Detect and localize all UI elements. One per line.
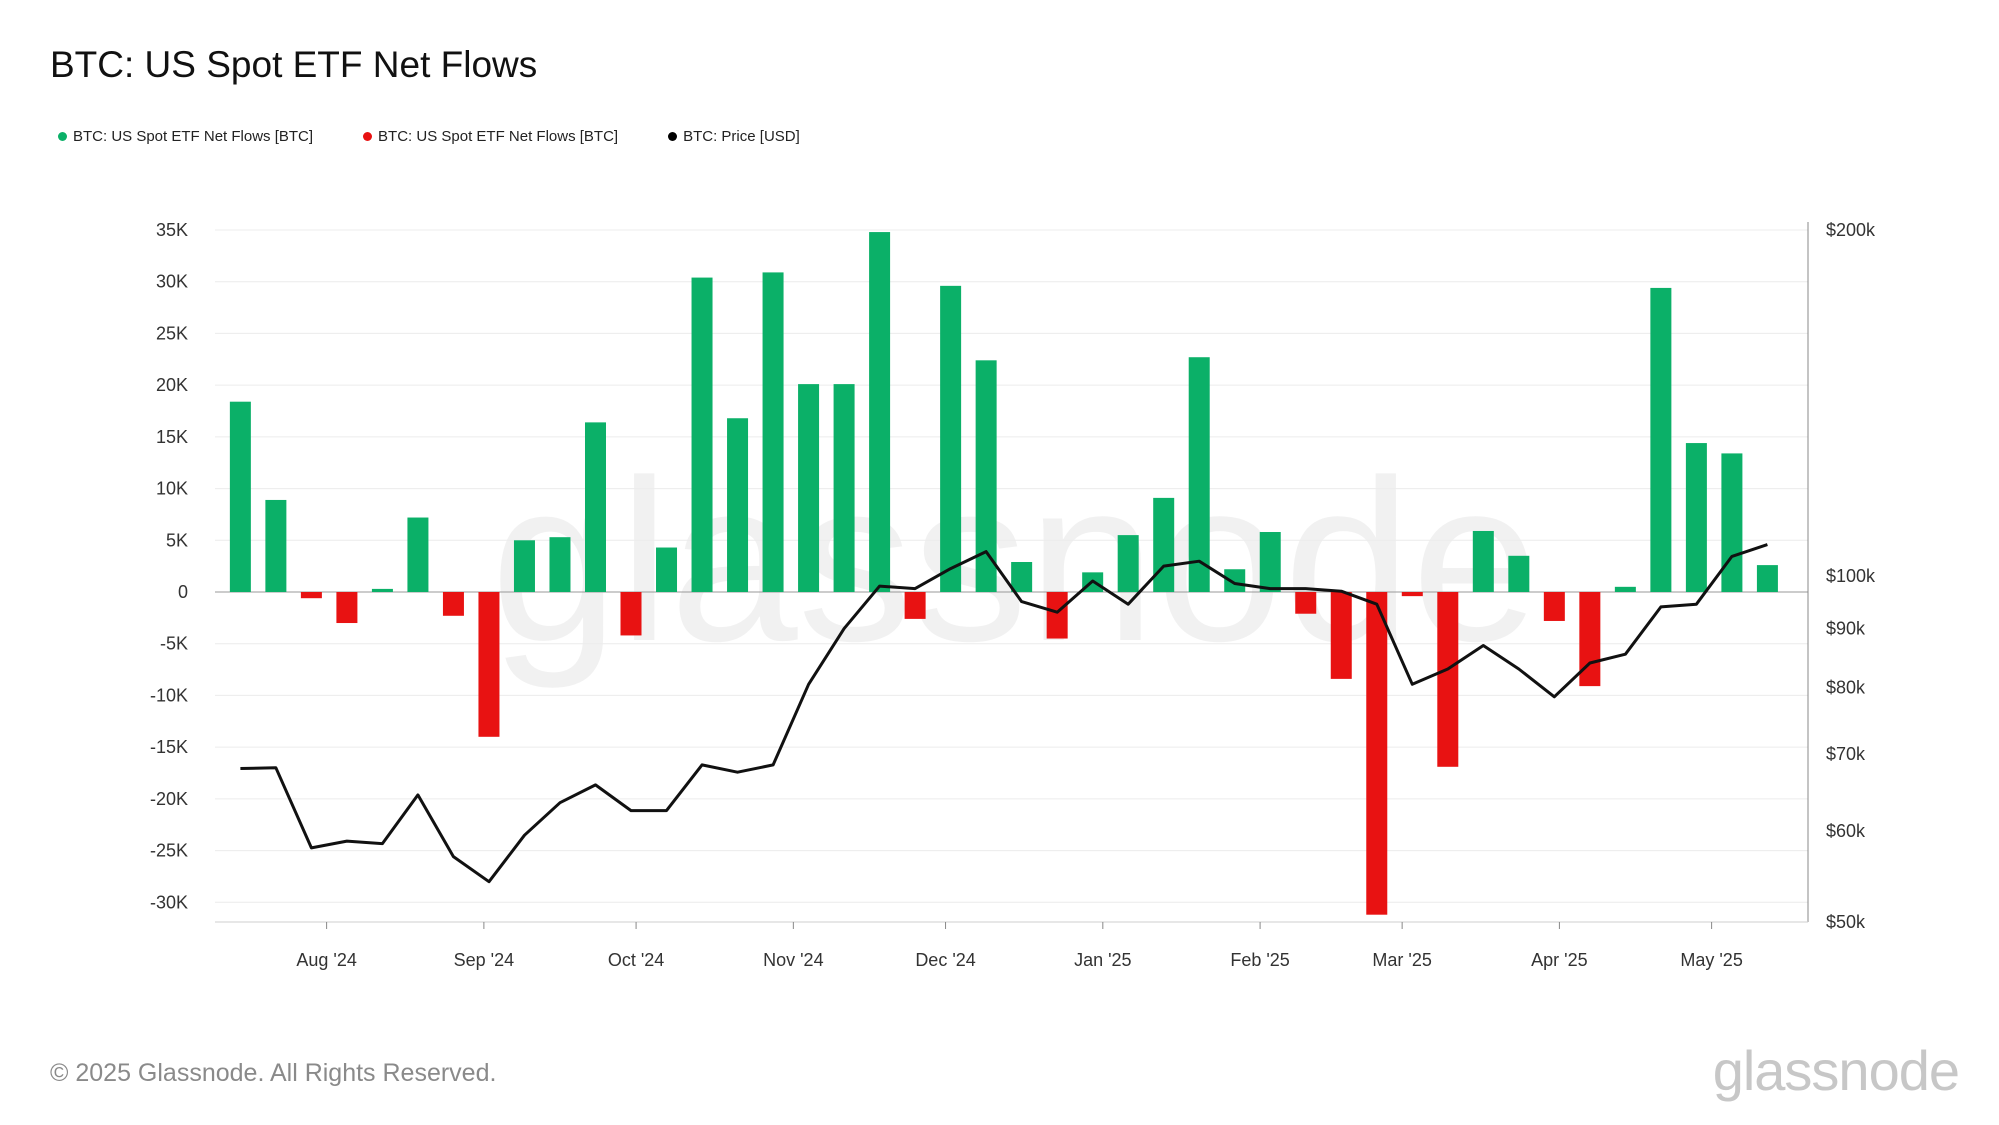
inflow-bar (1188, 357, 1210, 592)
grid-lines (215, 229, 1808, 903)
y-right-tick-label: $100k (1826, 566, 1876, 586)
y-left-tick-label: 0 (178, 582, 188, 602)
legend-item-inflows[interactable]: BTC: US Spot ETF Net Flows [BTC] (58, 128, 313, 145)
y-right-tick-label: $60k (1826, 821, 1866, 841)
inflow-bar (656, 547, 678, 592)
outflow-bar (1543, 592, 1565, 621)
legend-label: BTC: US Spot ETF Net Flows [BTC] (378, 128, 619, 145)
brand-logo: glassnode (1712, 1039, 1960, 1102)
y-left-tick-label: 30K (156, 272, 188, 292)
outflow-bar (442, 592, 464, 616)
y-right-tick-label: $70k (1826, 744, 1866, 764)
y-left-tick-label: 10K (156, 479, 188, 499)
inflow-bar (584, 422, 606, 592)
inflow-bar (975, 360, 997, 592)
outflow-bar (300, 592, 322, 599)
inflow-bar (1508, 555, 1530, 592)
outflow-bar (1437, 592, 1459, 767)
legend-dot-icon (58, 132, 67, 141)
legend-item-price[interactable]: BTC: Price [USD] (668, 128, 800, 145)
chart-legend: BTC: US Spot ETF Net Flows [BTC] BTC: US… (58, 128, 800, 145)
x-tick-label: Dec '24 (915, 950, 975, 970)
y-left-tick-label: 15K (156, 427, 188, 447)
outflow-bar (336, 592, 358, 624)
outflow-bar (1366, 592, 1388, 915)
page-title: BTC: US Spot ETF Net Flows (50, 44, 538, 85)
outflow-bar (1401, 592, 1423, 597)
x-tick-label: Mar '25 (1372, 950, 1431, 970)
y-right-tick-label: $90k (1826, 619, 1866, 639)
inflow-bar (407, 517, 429, 592)
inflow-bar (691, 277, 713, 592)
x-tick-label: Aug '24 (296, 950, 357, 970)
inflow-bar (869, 232, 891, 592)
y-left-tick-label: -30K (150, 892, 188, 912)
y-left-tick-label: 20K (156, 375, 188, 395)
inflow-bar (513, 540, 535, 592)
inflow-bar (1650, 287, 1672, 592)
outflow-bar (1330, 592, 1352, 679)
inflow-bar (1472, 530, 1494, 592)
legend-dot-icon (668, 132, 678, 141)
inflow-bar (833, 384, 855, 592)
outflow-bar (478, 592, 500, 737)
inflow-bar (762, 272, 784, 592)
y-right-tick-label: $50k (1826, 912, 1866, 932)
x-tick-label: Sep '24 (454, 950, 515, 970)
inflow-bar (265, 499, 287, 592)
inflow-bar (1117, 535, 1139, 592)
inflow-bar (1224, 569, 1246, 592)
inflow-bar (229, 401, 251, 592)
legend-item-outflows[interactable]: BTC: US Spot ETF Net Flows [BTC] (363, 128, 618, 145)
inflow-bar (1756, 565, 1778, 592)
inflow-bar (727, 418, 749, 592)
y-right-tick-label: $80k (1826, 677, 1866, 697)
y-right-tick-label: $200k (1826, 220, 1876, 240)
x-tick-label: Apr '25 (1531, 950, 1587, 970)
price-line-group (240, 543, 1768, 884)
y-left-tick-label: 35K (156, 220, 188, 240)
y-left-tick-label: -25K (150, 841, 188, 861)
inflow-bar (1153, 497, 1175, 592)
outflow-bar (620, 592, 642, 636)
y-left-tick-label: -10K (150, 685, 188, 705)
x-tick-label: Feb '25 (1230, 950, 1289, 970)
copyright-text: © 2025 Glassnode. All Rights Reserved. (50, 1059, 497, 1087)
inflow-bar (940, 285, 962, 592)
x-tick-label: Oct '24 (608, 950, 664, 970)
inflow-bar (1011, 562, 1033, 592)
inflow-bar (371, 588, 393, 592)
inflow-bar (1685, 443, 1707, 592)
legend-label: BTC: Price [USD] (683, 128, 800, 145)
inflow-bar (1259, 532, 1281, 592)
inflow-bar (1614, 586, 1636, 592)
y-left-tick-label: 5K (166, 530, 188, 550)
inflow-bar (549, 537, 571, 592)
y-left-tick-label: -5K (160, 634, 188, 654)
outflow-bar (1046, 592, 1068, 639)
x-tick-label: May '25 (1680, 950, 1742, 970)
x-tick-label: Jan '25 (1074, 950, 1131, 970)
y-left-tick-label: -15K (150, 737, 188, 757)
inflow-bar (798, 384, 820, 592)
legend-label: BTC: US Spot ETF Net Flows [BTC] (73, 128, 314, 145)
y-left-tick-label: -20K (150, 789, 188, 809)
axes: 35K 30K 25K 20K 15K 10K 5K 0 -5K -10K -15K -20K -25K… (150, 220, 1876, 970)
legend-dot-icon (363, 132, 373, 141)
price-line (240, 543, 1768, 884)
bars (229, 232, 1778, 915)
y-left-tick-label: 25K (156, 323, 188, 343)
outflow-bar (904, 592, 926, 619)
outflow-bar (1295, 592, 1317, 614)
x-tick-label: Nov '24 (763, 950, 823, 970)
inflow-bar (1721, 453, 1743, 592)
